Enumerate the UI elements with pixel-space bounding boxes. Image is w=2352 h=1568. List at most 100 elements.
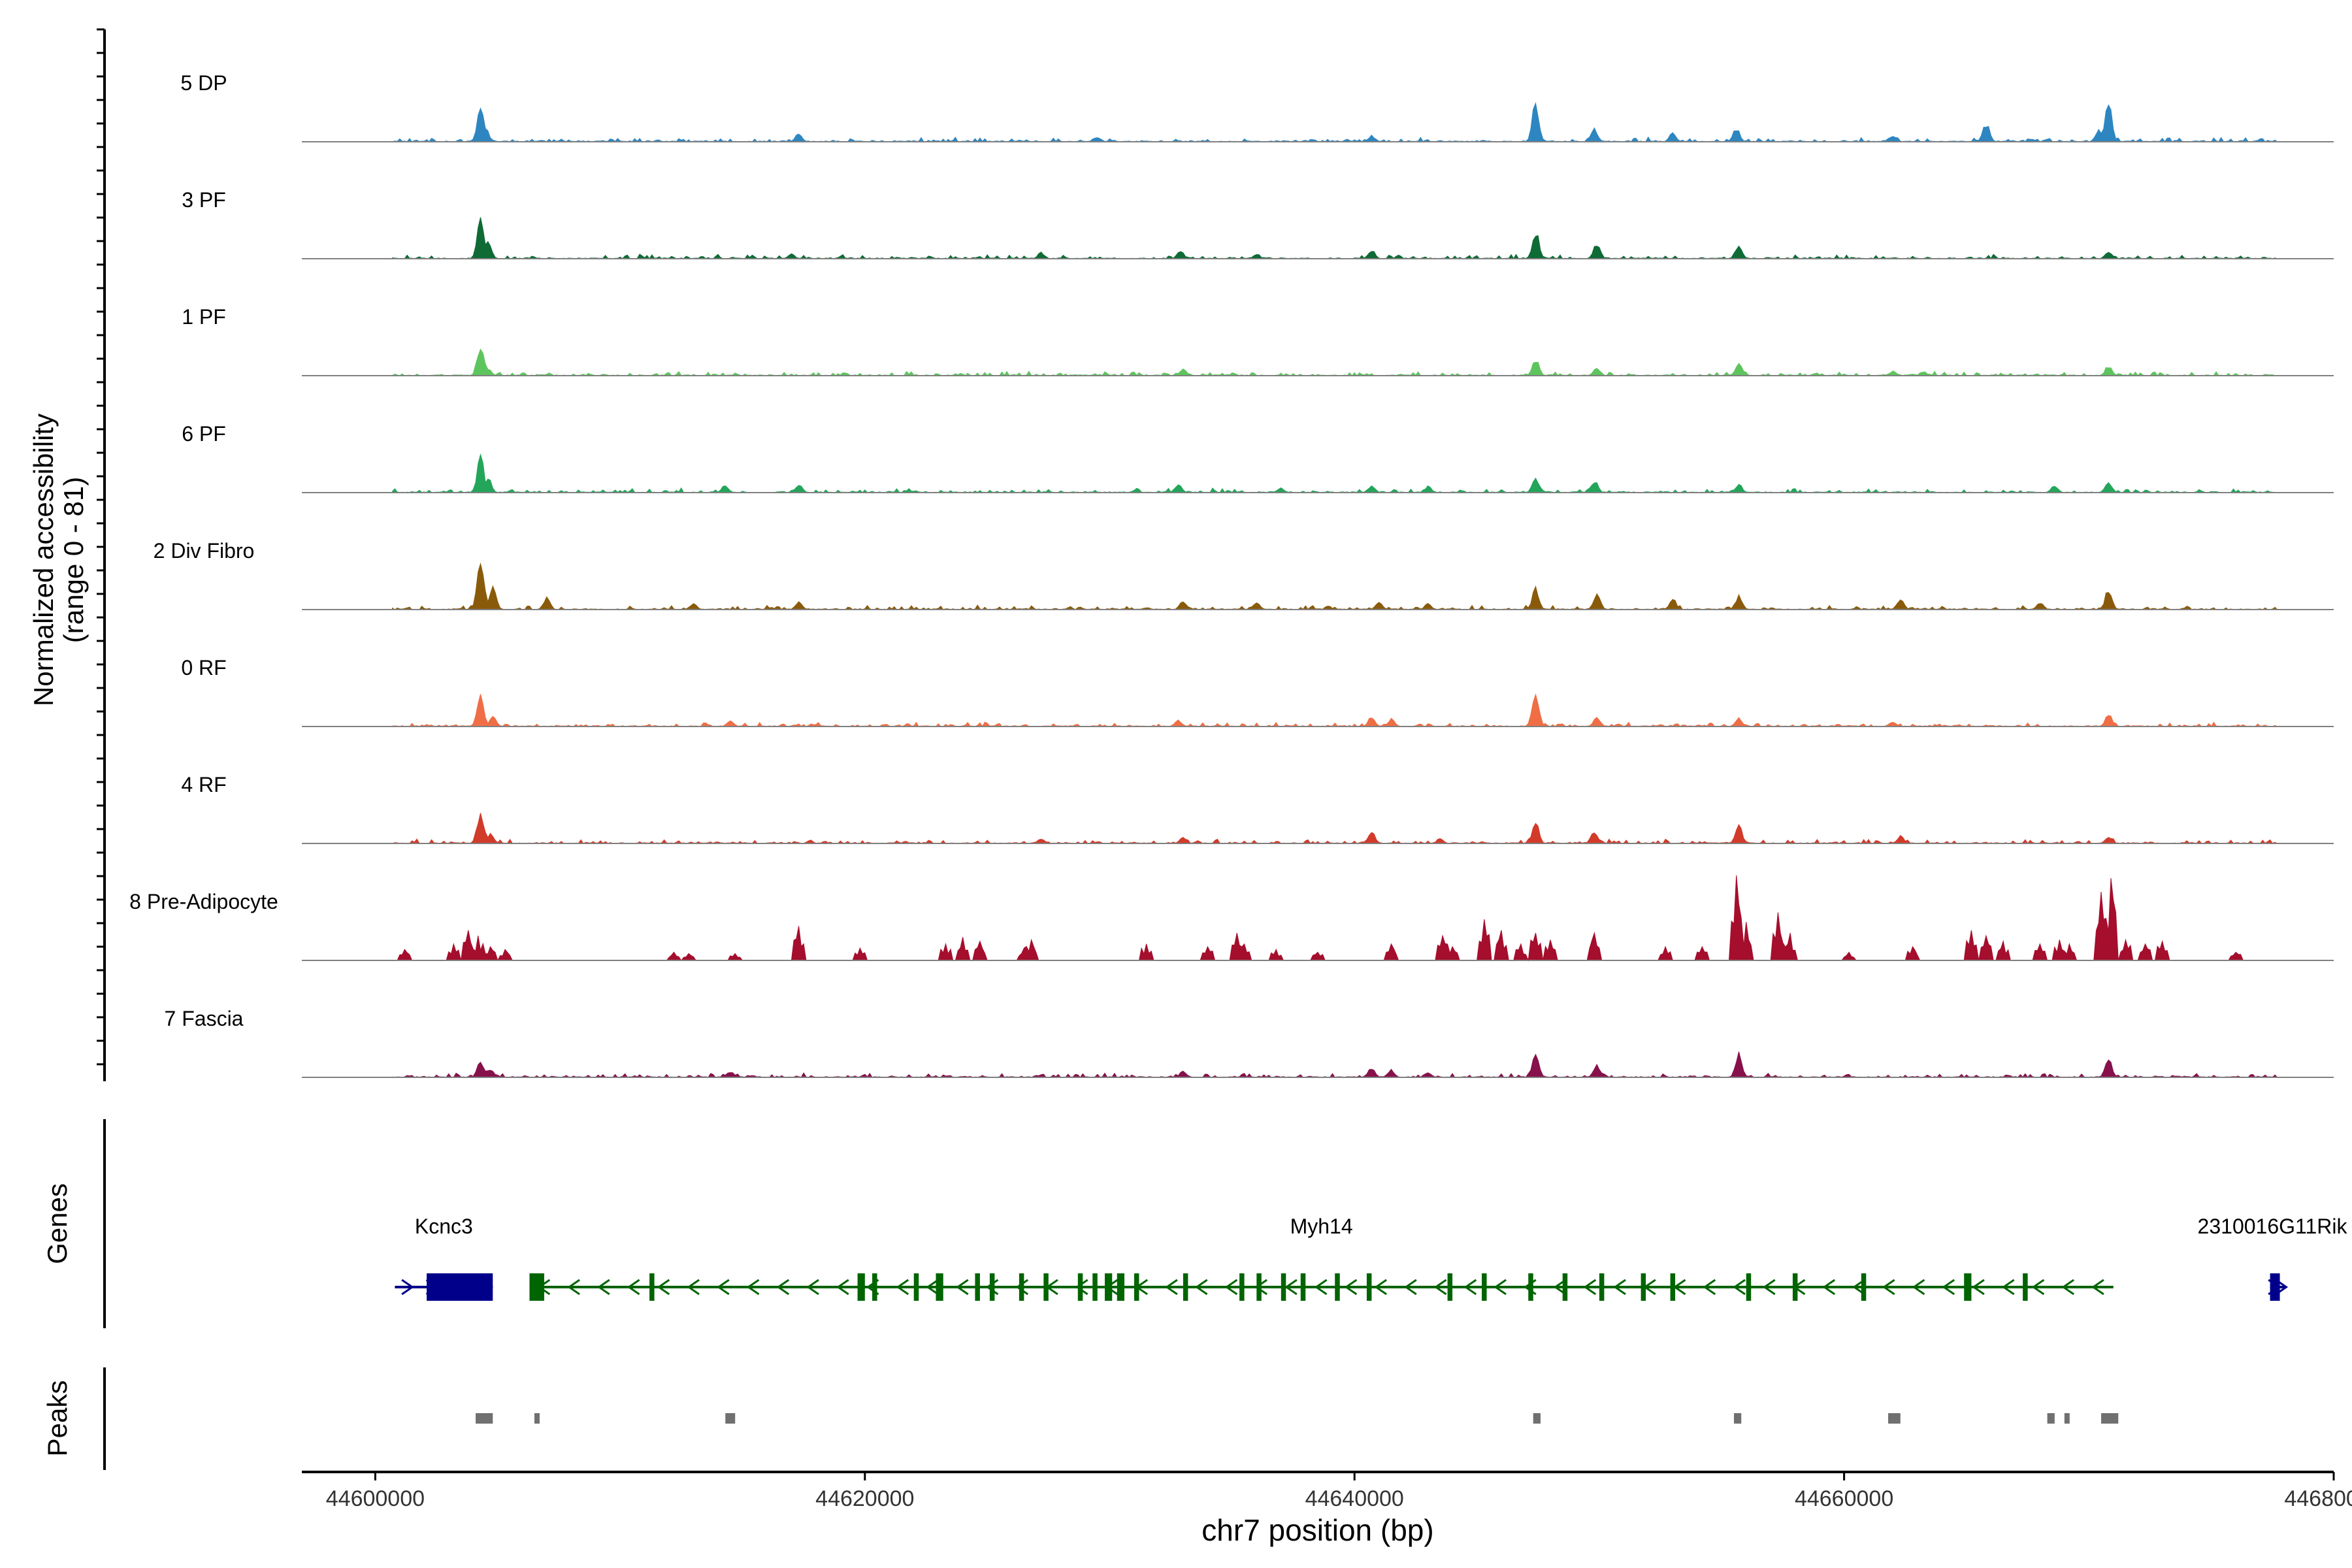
gene-label: 2310016G11Rik — [2198, 1215, 2348, 1238]
strand-arrow — [1314, 1279, 1328, 1296]
strand-arrow — [2061, 1279, 2075, 1296]
track-label: 5 DP — [180, 71, 227, 95]
x-tick-label: 44680000 — [2284, 1486, 2352, 1511]
track-label: 4 RF — [181, 773, 226, 796]
strand-arrow — [1284, 1279, 1298, 1296]
strand-arrow — [836, 1279, 849, 1296]
strand-arrow — [2275, 1279, 2289, 1296]
strand-arrow — [1344, 1279, 1358, 1296]
strand-arrow — [1703, 1279, 1716, 1296]
track-7-fascia: 7 Fascia — [165, 1007, 2334, 1078]
x-tick-label: 44620000 — [815, 1486, 914, 1511]
strand-arrow — [2002, 1279, 2015, 1296]
gene-exon — [1092, 1273, 1098, 1301]
peak-region — [1533, 1413, 1541, 1424]
track-1-pf: 1 PF — [182, 305, 2334, 376]
strand-arrow — [1912, 1279, 1925, 1296]
coverage-area — [392, 102, 2279, 142]
strand-arrow — [657, 1279, 670, 1296]
track-6-pf: 6 PF — [182, 422, 2334, 493]
strand-arrow — [1553, 1279, 1567, 1296]
coverage-area — [392, 693, 2278, 727]
gene-exon — [1019, 1273, 1024, 1301]
strand-arrow — [1165, 1279, 1178, 1296]
strand-arrow — [956, 1279, 969, 1296]
strand-arrow — [567, 1279, 580, 1296]
strand-arrow — [450, 1279, 463, 1296]
gene-exon — [1482, 1273, 1487, 1301]
gene-exon — [529, 1273, 544, 1301]
strand-arrow — [1822, 1279, 1836, 1296]
track-8-pre-adipocyte: 8 Pre-Adipocyte — [129, 875, 2334, 962]
gene-label: Kcnc3 — [415, 1215, 473, 1238]
strand-arrow — [1942, 1279, 1955, 1296]
track-label: 3 PF — [182, 188, 226, 212]
strand-arrow — [2268, 1279, 2281, 1296]
genes-panel: Genes Kcnc3 Myh14 2310016G11Rik — [42, 1119, 2347, 1328]
peaks-panel-label: Peaks — [42, 1380, 73, 1457]
gene-exon — [913, 1273, 919, 1301]
strand-arrow — [1195, 1279, 1208, 1296]
coverage-area — [392, 348, 2278, 376]
peaks-panel: Peaks — [42, 1367, 2119, 1470]
strand-arrow — [806, 1279, 819, 1296]
strand-arrow — [425, 1279, 439, 1296]
track-5-dp: 5 DP — [180, 71, 2334, 142]
coverage-tracks: 5 DP 3 PF 1 PF 6 PF 2 Div Fibro 0 RF 4 RF 8 Pre… — [129, 71, 2334, 1078]
gene-exon — [1077, 1273, 1083, 1301]
gene-exon — [1447, 1273, 1453, 1301]
gene-exon — [1861, 1273, 1867, 1301]
strand-arrow — [1733, 1279, 1746, 1296]
gene-exon — [1599, 1273, 1605, 1301]
gene-exon — [2023, 1273, 2028, 1301]
strand-arrow — [537, 1279, 551, 1296]
strand-arrow — [985, 1279, 999, 1296]
strand-arrow — [746, 1279, 760, 1296]
strand-arrow — [717, 1279, 730, 1296]
track-label: 2 Div Fibro — [154, 539, 255, 563]
strand-arrow — [1673, 1279, 1686, 1296]
gene-exon — [649, 1273, 655, 1301]
genes-panel-label: Genes — [42, 1183, 73, 1264]
peak-region — [1888, 1413, 1901, 1424]
strand-arrow — [1583, 1279, 1597, 1296]
gene-exon — [1670, 1273, 1676, 1301]
gene-exon — [1117, 1273, 1124, 1301]
strand-arrow — [1494, 1279, 1507, 1296]
peak-region — [1733, 1413, 1742, 1424]
strand-arrow — [2091, 1279, 2104, 1296]
strand-arrow — [627, 1279, 640, 1296]
peak-region — [534, 1413, 540, 1424]
gene-myh14: Myh14 — [529, 1215, 2114, 1301]
strand-arrow — [1972, 1279, 1985, 1296]
x-axis: 44600000 44620000 44640000 44660000 44680000 — [302, 1471, 2352, 1511]
gene-exon — [975, 1273, 980, 1301]
strand-arrow — [1643, 1279, 1656, 1296]
track-label: 0 RF — [181, 656, 226, 679]
coverage-area — [392, 875, 2278, 962]
gene-kcnc3: Kcnc3 — [395, 1215, 493, 1301]
y-axis-label-line2: (range 0 - 81) — [58, 477, 89, 643]
gene-2310016g11rik: 2310016G11Rik — [2198, 1215, 2348, 1301]
strand-arrow — [1433, 1279, 1447, 1296]
x-tick-label: 44640000 — [1305, 1486, 1404, 1511]
strand-arrow — [926, 1279, 939, 1296]
peak-region — [2064, 1413, 2070, 1424]
strand-arrow — [1613, 1279, 1626, 1296]
strand-arrow — [401, 1279, 414, 1296]
gene-exon — [1366, 1273, 1372, 1301]
strand-arrow — [1075, 1279, 1088, 1296]
gene-exon — [1746, 1273, 1752, 1301]
strand-arrow — [2031, 1279, 2045, 1296]
gene-exon — [1300, 1273, 1306, 1301]
coverage-y-axis — [97, 28, 106, 1081]
gene-exon — [1562, 1273, 1568, 1301]
track-label: 7 Fascia — [165, 1007, 244, 1030]
strand-arrow — [687, 1279, 700, 1296]
x-tick-label: 44660000 — [1795, 1486, 1893, 1511]
gene-exon — [1239, 1273, 1245, 1301]
track-label: 8 Pre-Adipocyte — [129, 890, 278, 913]
strand-arrow — [1852, 1279, 1865, 1296]
strand-arrow — [1882, 1279, 1895, 1296]
